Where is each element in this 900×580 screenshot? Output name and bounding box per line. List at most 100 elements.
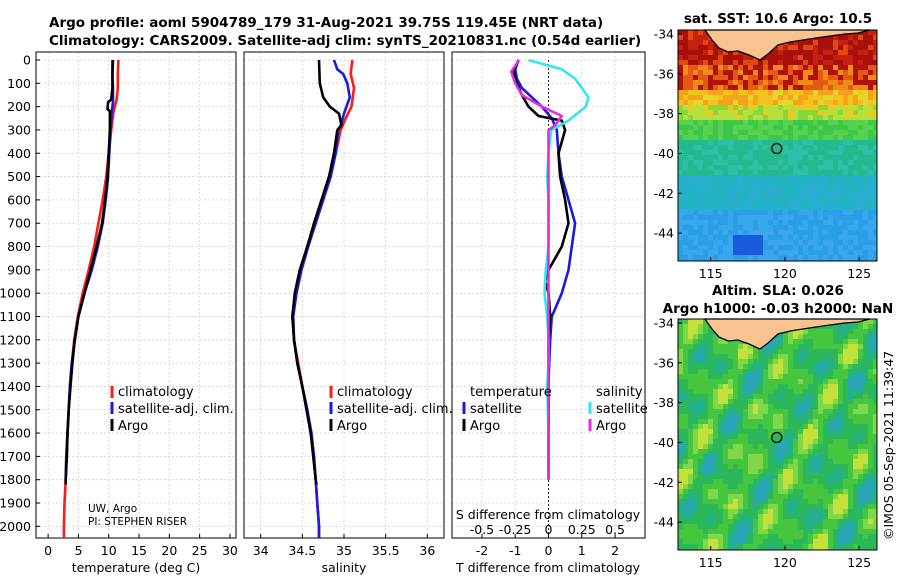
heatmap-cell [793,514,799,520]
heatmap-cell [818,155,824,161]
heatmap-cell [793,344,799,350]
heatmap-cell [863,200,869,206]
heatmap-cell [698,494,704,500]
heatmap-cell [733,384,739,390]
heatmap-cell [863,220,869,226]
heatmap-cell [748,524,754,530]
heatmap-cell [713,135,719,141]
heatmap-cell [778,155,784,161]
heatmap-cell [733,55,739,61]
heatmap-cell [703,205,709,211]
argo-position-marker [771,431,783,444]
heatmap-cell [773,344,779,350]
heatmap-cell [723,344,729,350]
heatmap-cell [693,384,699,390]
heatmap-cell [708,419,714,425]
heatmap-cell [818,75,824,81]
heatmap-cell [688,439,694,445]
heatmap-cell [808,235,814,241]
heatmap-cell [833,50,839,56]
heatmap-cell [848,359,854,365]
heatmap-cell [688,409,694,415]
heatmap-cell [773,225,779,231]
heatmap-cell [813,150,819,156]
heatmap-cell [708,75,714,81]
heatmap-cell [873,404,877,410]
heatmap-cell [863,105,869,111]
heatmap-cell [708,469,714,475]
heatmap-cell [738,544,744,550]
heatmap-cell [848,185,854,191]
heatmap-cell [768,240,774,246]
heatmap-cell [788,469,794,475]
heatmap-cell [788,359,794,365]
heatmap-cell [798,240,804,246]
heatmap-cell [848,220,854,226]
heatmap-cell [713,255,719,261]
heatmap-cell [788,250,794,256]
heatmap-cell [818,115,824,121]
lat-tick-label: -40 [654,435,674,450]
heatmap-cell [843,539,849,545]
figure-title-line-2: Climatology: CARS2009. Satellite-adj cli… [49,33,641,49]
heatmap-cell [818,40,824,46]
heatmap-cell [863,120,869,126]
heatmap-cell [788,220,794,226]
heatmap-cell [703,85,709,91]
heatmap-cell [803,384,809,390]
heatmap-cell [838,494,844,500]
heatmap-cell [773,70,779,76]
heatmap-cell [728,190,734,196]
heatmap-cell [813,55,819,61]
heatmap-cell [698,414,704,420]
heatmap-cell [793,235,799,241]
heatmap-cell [773,389,779,395]
heatmap-cell [828,404,834,410]
heatmap-cell [738,454,744,460]
heatmap-cell [718,180,724,186]
heatmap-cell [678,185,684,191]
heatmap-cell [823,354,829,360]
heatmap-cell [858,524,864,530]
heatmap-cell [818,519,824,525]
heatmap-cell [798,50,804,56]
heatmap-cell [788,190,794,196]
heatmap-cell [838,439,844,445]
heatmap-cell [783,70,789,76]
heatmap-cell [868,544,874,550]
heatmap-cell [693,389,699,395]
heatmap-cell [843,459,849,465]
heatmap-cell [718,439,724,445]
heatmap-cell [688,100,694,106]
heatmap-cell [798,334,804,340]
heatmap-cell [718,469,724,475]
heatmap-cell [683,334,689,340]
heatmap-cell [833,394,839,400]
heatmap-cell [713,534,719,540]
heatmap-cell [868,334,874,340]
heatmap-cell [783,519,789,525]
heatmap-cell [768,379,774,385]
heatmap-cell [733,499,739,505]
heatmap-cell [723,100,729,106]
heatmap-cell [753,115,759,121]
heatmap-cell [743,215,749,221]
heatmap-cell [823,344,829,350]
heatmap-cell [808,394,814,400]
heatmap-cell [748,409,754,415]
heatmap-cell [698,70,704,76]
heatmap-cell [733,90,739,96]
heatmap-cell [853,110,859,116]
heatmap-cell [678,210,684,216]
heatmap-cell [753,160,759,166]
x-tick-label: 10 [101,543,117,558]
heatmap-cell [748,155,754,161]
heatmap-cell [853,394,859,400]
heatmap-cell [848,80,854,86]
heatmap-cell [738,524,744,530]
heatmap-cell [753,140,759,146]
heatmap-cell [703,195,709,201]
heatmap-cell [733,225,739,231]
heatmap-cell [733,389,739,395]
heatmap-cell [873,120,877,126]
